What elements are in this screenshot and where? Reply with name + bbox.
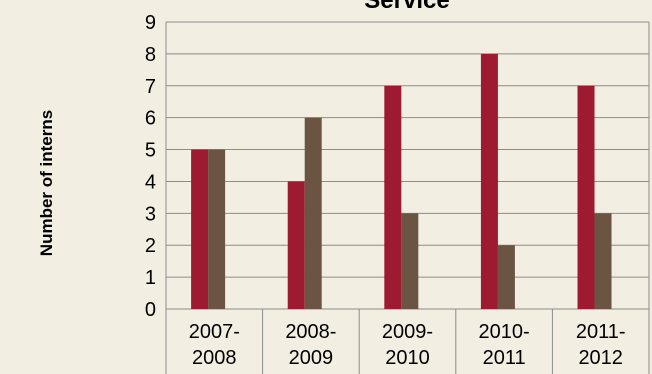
bars-layer bbox=[191, 53, 612, 310]
bar-series-1-2008-2009 bbox=[287, 181, 305, 309]
y-tick-label: 7 bbox=[145, 76, 156, 98]
x-category-label: 2011-2012 bbox=[576, 321, 626, 369]
x-category-label: 2009-2010 bbox=[382, 321, 433, 369]
y-tick-label: 3 bbox=[145, 203, 156, 225]
y-tick-label: 8 bbox=[145, 44, 156, 66]
bar-series-1-2009-2010 bbox=[384, 85, 402, 310]
y-tick-label: 5 bbox=[145, 140, 156, 162]
x-category-label: 2007-2008 bbox=[189, 321, 240, 369]
bar-series-2-2010-2011 bbox=[497, 245, 515, 309]
x-category-label: 2008-2009 bbox=[285, 321, 336, 369]
y-axis-label: Number of interns bbox=[37, 110, 56, 256]
y-tick-label: 1 bbox=[145, 267, 156, 289]
x-category-label: 2010-2011 bbox=[479, 321, 530, 369]
y-tick-label: 4 bbox=[145, 171, 156, 193]
y-tick-label: 2 bbox=[145, 235, 156, 257]
bar-series-1-2007-2008 bbox=[191, 149, 209, 309]
grid-layer bbox=[165, 21, 650, 374]
bar-series-2-2011-2012 bbox=[594, 213, 612, 309]
bar-series-2-2008-2009 bbox=[304, 117, 322, 310]
bar-series-2-2009-2010 bbox=[401, 213, 419, 309]
bar-series-2-2007-2008 bbox=[208, 149, 226, 309]
y-tick-label: 9 bbox=[145, 12, 156, 34]
y-tick-label: 6 bbox=[145, 108, 156, 130]
bar-series-1-2011-2012 bbox=[577, 85, 595, 310]
axis-layer: 0 1 2 3 4 5 6 7 8 9 2007-2008 2008-2009 2009-2010 201… bbox=[145, 12, 626, 369]
y-tick-label: 0 bbox=[145, 299, 156, 321]
bar-series-1-2010-2011 bbox=[480, 53, 498, 310]
chart-title: Service bbox=[364, 0, 449, 14]
